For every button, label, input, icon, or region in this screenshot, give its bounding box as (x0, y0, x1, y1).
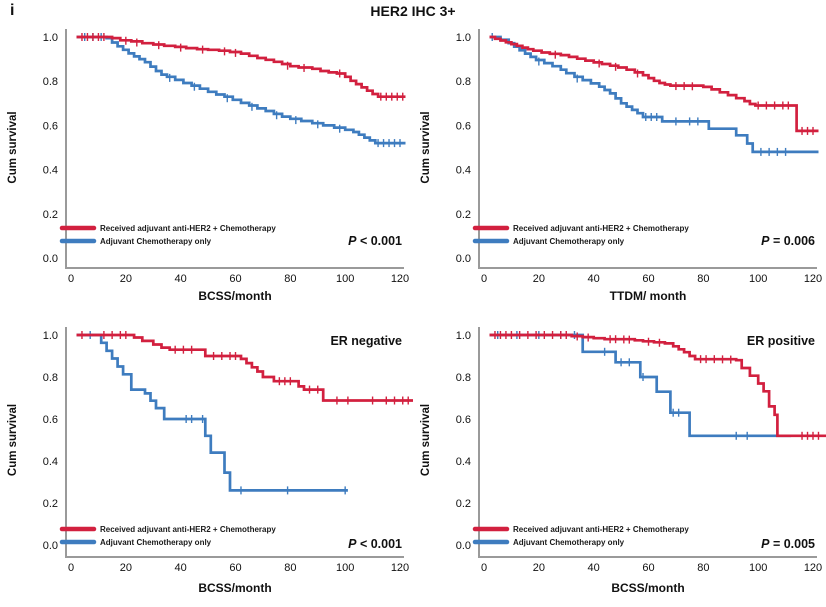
y-tick-label: 0.0 (456, 540, 471, 552)
y-tick-label: 0.0 (456, 253, 471, 265)
y-tick-label: 0.4 (456, 165, 471, 177)
x-tick-label: 0 (481, 562, 487, 574)
x-tick-label: 100 (336, 273, 354, 285)
km-panel-bcss-er-positive: 0.0 0.2 0.4 0.6 0.8 1.0 0 20 40 60 80 100 120 Cum sur… (420, 327, 826, 595)
x-tick-label: 40 (588, 273, 600, 285)
legend-label: Adjuvant Chemotherapy only (100, 237, 212, 246)
y-tick-label: 0.6 (43, 414, 58, 426)
y-axis-title: Cum survival (420, 404, 432, 476)
p-value-label: P < 0.001 (348, 537, 402, 551)
y-tick-label: 0.8 (43, 76, 58, 88)
x-tick-label: 100 (749, 562, 767, 574)
figure-title: HER2 IHC 3+ (370, 3, 456, 19)
y-tick-label: 0.2 (43, 209, 58, 221)
x-tick-label: 40 (175, 273, 187, 285)
x-tick-label: 60 (229, 562, 241, 574)
y-tick-label: 0.8 (456, 76, 471, 88)
p-value-label: P < 0.001 (348, 234, 402, 248)
x-tick-label: 120 (391, 562, 409, 574)
x-tick-label: 40 (175, 562, 187, 574)
x-tick-label: 40 (588, 562, 600, 574)
x-tick-label: 60 (642, 562, 654, 574)
y-tick-label: 0.0 (43, 253, 58, 265)
y-tick-label: 0.6 (456, 414, 471, 426)
km-panel-bcss-er-negative: 0.0 0.2 0.4 0.6 0.8 1.0 0 20 40 60 80 100 120 Cum sur… (7, 327, 413, 595)
km-curve-treatment (489, 333, 826, 438)
x-axis-title: BCSS/month (198, 289, 271, 303)
legend-label: Adjuvant Chemotherapy only (513, 538, 625, 547)
km-panel-bcss-all: 0.0 0.2 0.4 0.6 0.8 1.0 0 20 40 60 80 100 120 Cum sur… (7, 29, 409, 303)
y-tick-label: 0.4 (456, 456, 471, 468)
legend-label: Received adjuvant anti-HER2 + Chemothera… (513, 224, 689, 233)
y-tick-label: 0.8 (456, 372, 471, 384)
km-curve-control (76, 333, 348, 492)
y-tick-label: 0.6 (43, 120, 58, 132)
x-tick-label: 80 (697, 562, 709, 574)
panel-annotation: ER positive (747, 334, 815, 348)
legend-label: Received adjuvant anti-HER2 + Chemothera… (100, 525, 276, 534)
y-axis-title: Cum survival (420, 111, 432, 183)
x-tick-label: 0 (68, 273, 74, 285)
x-tick-label: 80 (284, 273, 296, 285)
y-tick-label: 0.2 (456, 209, 471, 221)
y-tick-label: 0.4 (43, 456, 58, 468)
y-tick-label: 0.6 (456, 120, 471, 132)
km-curve-control (489, 333, 792, 438)
y-tick-label: 0.8 (43, 372, 58, 384)
legend-label: Received adjuvant anti-HER2 + Chemothera… (100, 224, 276, 233)
x-axis-title: BCSS/month (611, 581, 684, 595)
y-tick-label: 0.4 (43, 165, 58, 177)
km-curve-control (489, 35, 819, 154)
x-tick-label: 100 (749, 273, 767, 285)
km-curve-treatment (76, 35, 406, 99)
y-tick-label: 1.0 (43, 32, 58, 44)
x-axis-title: TTDM/ month (610, 289, 687, 303)
x-tick-label: 120 (804, 562, 822, 574)
x-tick-label: 120 (804, 273, 822, 285)
km-curve-treatment (489, 35, 819, 133)
km-panel-ttdm-all: 0.0 0.2 0.4 0.6 0.8 1.0 0 20 40 60 80 100 120 Cum sur… (420, 29, 822, 303)
km-curve-treatment (76, 333, 413, 402)
x-tick-label: 60 (229, 273, 241, 285)
x-axis-title: BCSS/month (198, 581, 271, 595)
y-axis-title: Cum survival (7, 404, 19, 476)
y-tick-label: 1.0 (456, 330, 471, 342)
y-tick-label: 0.0 (43, 540, 58, 552)
y-axis-title: Cum survival (7, 111, 19, 183)
x-tick-label: 20 (533, 273, 545, 285)
legend-label: Adjuvant Chemotherapy only (100, 538, 212, 547)
y-tick-label: 0.2 (456, 498, 471, 510)
legend-label: Adjuvant Chemotherapy only (513, 237, 625, 246)
x-tick-label: 60 (642, 273, 654, 285)
x-tick-label: 20 (120, 273, 132, 285)
x-tick-label: 20 (533, 562, 545, 574)
p-value-label: P = 0.005 (761, 537, 815, 551)
figure-index-label: i (10, 2, 15, 19)
panel-annotation: ER negative (330, 334, 402, 348)
y-tick-label: 0.2 (43, 498, 58, 510)
x-tick-label: 0 (68, 562, 74, 574)
y-tick-label: 1.0 (456, 32, 471, 44)
x-tick-label: 80 (697, 273, 709, 285)
x-tick-label: 80 (284, 562, 296, 574)
legend-label: Received adjuvant anti-HER2 + Chemothera… (513, 525, 689, 534)
p-value-label: P = 0.006 (761, 234, 815, 248)
x-tick-label: 20 (120, 562, 132, 574)
x-tick-label: 120 (391, 273, 409, 285)
x-tick-label: 100 (336, 562, 354, 574)
x-tick-label: 0 (481, 273, 487, 285)
y-tick-label: 1.0 (43, 330, 58, 342)
